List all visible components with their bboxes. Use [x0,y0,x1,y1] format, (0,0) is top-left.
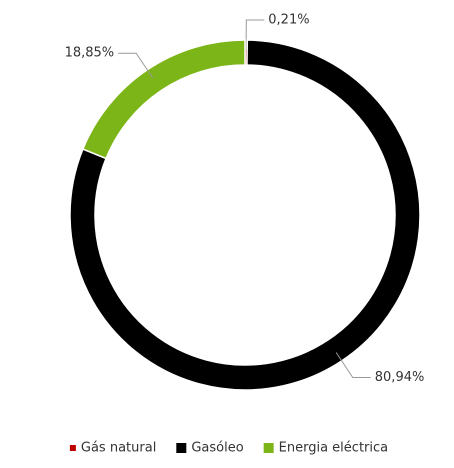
legend-label: Gasóleo [191,441,243,456]
data-label: 18,85% [65,46,115,61]
data-label: 80,94% [375,370,425,385]
leader-line [335,352,371,379]
legend-label: Energia eléctrica [279,441,388,456]
legend-swatch [263,443,274,453]
leader-line [118,52,154,79]
donut-slice [69,39,421,391]
data-label: 0,21% [268,13,309,28]
leader-line [245,19,265,51]
legend-label: Gás natural [81,441,156,456]
legend-swatch [69,445,76,451]
donut-slice [81,39,246,160]
legend-swatch [176,443,187,453]
